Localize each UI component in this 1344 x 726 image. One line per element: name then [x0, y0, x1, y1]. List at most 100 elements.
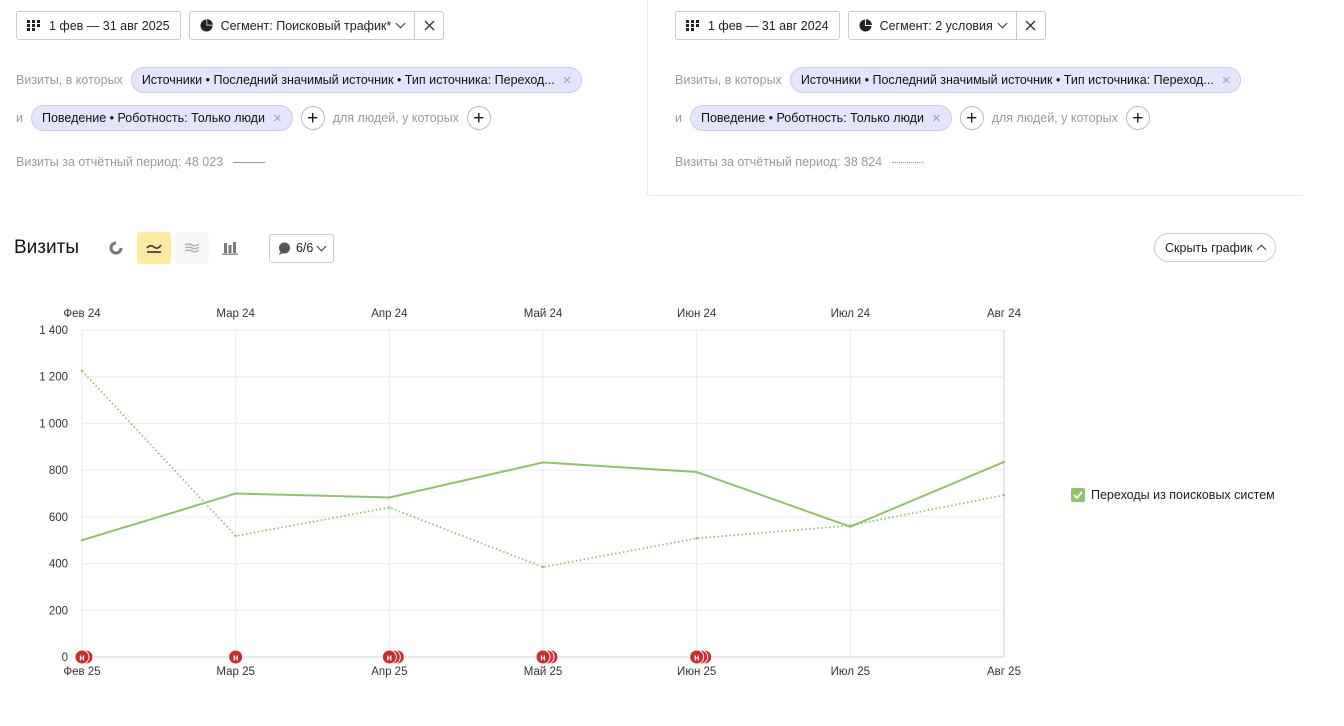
remove-chip-icon[interactable]: × — [931, 109, 941, 127]
y-tick-label: 600 — [49, 512, 68, 524]
x-tick-label-bottom: Июл 25 — [831, 666, 870, 678]
remove-chip-icon[interactable]: × — [1221, 71, 1231, 89]
line-chart-icon — [146, 244, 162, 253]
date-range-button[interactable]: 1 фев — 31 авг 2024 — [675, 11, 840, 40]
x-tick-label-top: Май 24 — [524, 308, 563, 320]
date-range-button[interactable]: 1 фев — 31 авг 2025 — [16, 11, 181, 40]
data-point-2025 — [1002, 460, 1006, 464]
pie-chart-icon — [859, 19, 872, 32]
annotation-marker-letter: н — [233, 653, 238, 663]
chip-label: Источники • Последний значимый источник … — [800, 73, 1214, 87]
and-label: и — [16, 111, 23, 125]
x-tick-label-top: Апр 24 — [371, 308, 408, 320]
annotation-marker — [381, 649, 397, 665]
condition-row-1: Визиты, в которых Источники • Последний … — [16, 67, 583, 93]
segment-label: Сегмент: Поисковый трафик* — [220, 18, 392, 33]
annotation-marker-letter: н — [694, 653, 699, 663]
x-tick-label-top: Июл 24 — [831, 308, 871, 320]
chart-legend[interactable]: Переходы из поисковых систем — [1071, 488, 1275, 502]
x-tick-label-top: Фев 24 — [63, 308, 101, 320]
close-icon — [424, 20, 435, 31]
condition-chip-robots[interactable]: Поведение • Роботность: Только люди × — [689, 105, 952, 131]
data-point-2024 — [849, 524, 852, 527]
line-view-button[interactable] — [136, 232, 171, 264]
segment-clear-button[interactable] — [415, 11, 445, 40]
x-tick-label-bottom: Фев 25 — [63, 666, 100, 678]
add-people-condition-button[interactable]: + — [466, 106, 491, 130]
annotation-marker — [689, 649, 705, 665]
chip-label: Поведение • Роботность: Только люди — [41, 111, 265, 125]
area-view-button[interactable] — [174, 232, 209, 264]
area-chart-icon — [184, 243, 200, 253]
annotation-marker-letter: н — [79, 653, 84, 663]
condition-row-1: Визиты, в которых Источники • Последний … — [675, 67, 1242, 93]
annotations-button[interactable]: 6/6 — [268, 233, 335, 263]
chevron-down-icon — [395, 18, 406, 29]
remove-chip-icon[interactable]: × — [562, 71, 572, 89]
comment-icon — [278, 242, 290, 255]
condition-row-2: и Поведение • Роботность: Только люди × … — [16, 105, 491, 131]
y-tick-label: 800 — [49, 465, 68, 477]
solid-line-sample — [233, 161, 266, 163]
data-point-2024 — [234, 534, 237, 538]
date-range-label: 1 фев — 31 авг 2024 — [708, 18, 829, 33]
segment-label: Сегмент: 2 условия — [879, 18, 993, 33]
condition-chip-source[interactable]: Источники • Последний значимый источник … — [789, 67, 1242, 93]
data-point-2025 — [695, 470, 698, 474]
chevron-down-icon — [997, 18, 1008, 29]
segment-panel-right: 1 фев — 31 авг 2024 Сегмент: 2 условия В… — [649, 0, 1303, 196]
remove-chip-icon[interactable]: × — [272, 109, 282, 127]
data-point-2024 — [1002, 493, 1006, 497]
segment-clear-button[interactable] — [1016, 11, 1046, 40]
x-tick-label-bottom: Май 25 — [524, 666, 563, 678]
hide-chart-button[interactable]: Скрыть график — [1154, 233, 1277, 262]
calendar-icon — [27, 20, 41, 31]
add-people-condition-button[interactable]: + — [1125, 106, 1150, 130]
y-tick-label: 1 000 — [39, 418, 68, 430]
segment-button[interactable]: Сегмент: Поисковый трафик* — [188, 11, 416, 40]
right-toolbar: 1 фев — 31 авг 2024 Сегмент: 2 условия — [675, 11, 1046, 40]
pie-chart-icon — [109, 241, 123, 255]
condition-chip-robots[interactable]: Поведение • Роботность: Только люди × — [30, 105, 293, 131]
dotted-line-sample — [892, 161, 925, 163]
period-total-label: Визиты за отчётный период: 38 824 — [675, 155, 883, 169]
data-point-2025 — [541, 461, 545, 464]
x-tick-label-bottom: Авг 25 — [987, 666, 1021, 678]
period-total-label: Визиты за отчётный период: 48 023 — [16, 155, 224, 169]
legend-label: Переходы из поисковых систем — [1091, 488, 1275, 502]
data-point-2025 — [80, 539, 84, 542]
add-condition-button[interactable]: + — [959, 106, 984, 130]
x-tick-label-bottom: Апр 25 — [371, 666, 407, 678]
data-point-2025 — [234, 492, 237, 495]
segment-button[interactable]: Сегмент: 2 условия — [847, 11, 1017, 40]
pie-view-button[interactable] — [99, 232, 133, 264]
visits-prefix: Визиты, в которых — [675, 73, 782, 87]
condition-row-2: и Поведение • Роботность: Только люди × … — [675, 105, 1150, 131]
x-tick-label-top: Июн 24 — [677, 308, 717, 320]
data-point-2024 — [695, 537, 698, 540]
data-point-2024 — [80, 369, 84, 373]
chart-title: Визиты — [14, 237, 79, 258]
add-condition-button[interactable]: + — [300, 106, 325, 130]
calendar-icon — [686, 20, 700, 31]
annotation-marker — [228, 649, 244, 665]
data-point-2025 — [388, 496, 391, 499]
x-tick-label-bottom: Июн 25 — [677, 666, 716, 678]
x-tick-label-bottom: Мар 25 — [216, 666, 255, 678]
segment-selector: Сегмент: 2 условия — [847, 11, 1046, 40]
annotations-count: 6/6 — [295, 241, 314, 255]
data-point-2024 — [541, 565, 545, 569]
annotation-marker — [74, 649, 90, 665]
and-label: и — [675, 111, 682, 125]
condition-chip-source[interactable]: Источники • Последний значимый источник … — [130, 67, 583, 93]
date-range-label: 1 фев — 31 авг 2025 — [49, 18, 170, 33]
checkbox-checked-icon[interactable] — [1071, 488, 1085, 502]
bar-view-button[interactable] — [213, 232, 247, 264]
chip-label: Поведение • Роботность: Только люди — [700, 111, 924, 125]
annotation-marker — [535, 649, 551, 665]
visits-prefix: Визиты, в которых — [16, 73, 123, 87]
x-tick-label-top: Авг 24 — [987, 308, 1022, 320]
chevron-up-icon — [1256, 244, 1267, 255]
x-tick-label-top: Мар 24 — [216, 308, 255, 320]
segment-selector: Сегмент: Поисковый трафик* — [188, 11, 445, 40]
